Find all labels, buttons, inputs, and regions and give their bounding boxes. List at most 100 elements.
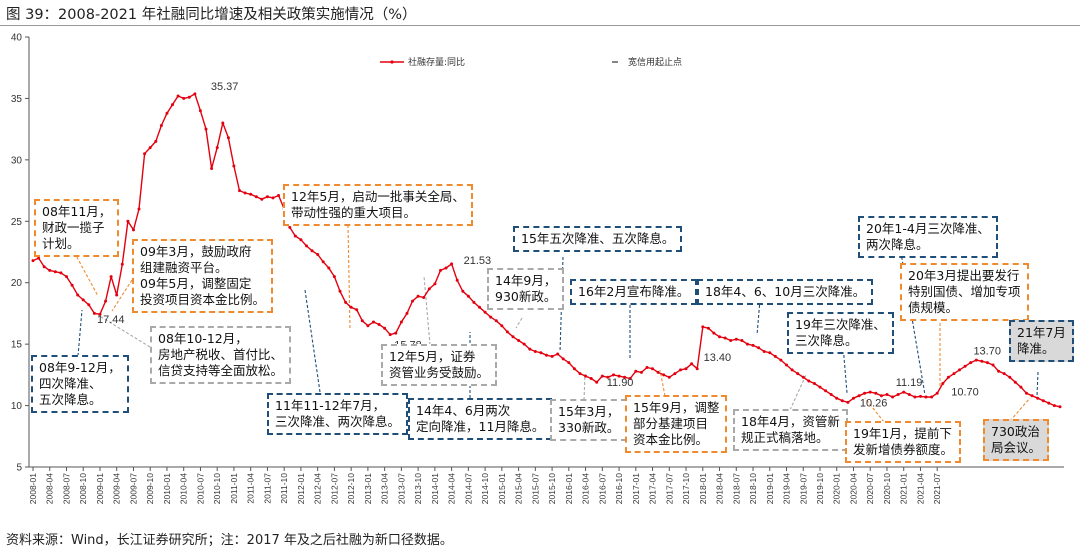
data-point: [500, 324, 504, 328]
data-point: [494, 319, 498, 323]
data-point: [662, 373, 666, 377]
annotation-line: 组建融资平台。: [140, 260, 228, 275]
source-note: 资料来源：Wind，长江证券研究所；注：2017 年及之后社融为新口径数据。: [6, 533, 453, 548]
data-point: [612, 373, 615, 377]
chart-axes: 5 10 15 20 25 30 35 40 2008-01 2008-04 2008-07 2008…: [11, 33, 1064, 504]
value-label: 17.44: [97, 314, 125, 326]
data-point: [104, 299, 108, 303]
data-point: [42, 265, 46, 269]
y-tick-label: 25: [11, 217, 23, 228]
annotation-box: 12年5月，启动一批事关全局、 带动性强的重大项目。: [283, 184, 473, 226]
annotation-box: 15年9月，调整 部分基建项目 资本金比例。: [625, 395, 728, 453]
data-point: [1013, 380, 1017, 384]
x-tick-label: 2015-10: [547, 473, 557, 504]
annotation-line: 信贷支持等全面放松。: [158, 363, 284, 378]
annotation-box: 08年10-12月， 房地产税收、首付比、 信贷支持等全面放松。: [150, 326, 292, 384]
data-point: [461, 289, 465, 293]
data-point: [885, 393, 889, 396]
annotation-connector: [347, 224, 351, 331]
data-point: [1041, 399, 1045, 403]
annotation-line: 20年1-4月三次降准、: [866, 221, 990, 236]
value-label: 10.70: [951, 386, 979, 398]
x-tick-label: 2019-04: [782, 473, 792, 504]
annotation-line: 财政一揽子: [42, 220, 105, 235]
data-point: [427, 287, 431, 291]
data-point: [796, 372, 800, 376]
annotation-connector: [583, 373, 586, 401]
data-point: [176, 94, 180, 98]
x-tick-label: 2018-01: [698, 473, 708, 504]
data-point: [98, 312, 102, 316]
annotation-line: 09年3月，鼓励政府: [140, 244, 252, 259]
annotation-connector: [842, 344, 848, 394]
x-tick-label: 2012-01: [296, 473, 306, 504]
x-tick-label: 2016-04: [581, 473, 591, 504]
line-chart: 5 10 15 20 25 30 35 40 2008-01 2008-04 2008-07 2008…: [11, 33, 1064, 504]
data-point: [1008, 375, 1012, 379]
value-label: 11.90: [607, 377, 634, 389]
data-point: [450, 262, 454, 266]
value-label: 11.19: [896, 377, 923, 389]
figure-title: 图 39：2008-2021 年社融同比增速及相关政策实施情况（%）: [6, 7, 417, 23]
annotation-box: 15年3月， 330新政。: [550, 399, 628, 441]
annotation-box: 14年9月， 930新政。: [487, 268, 565, 310]
data-point: [210, 167, 214, 170]
x-tick-label: 2010-10: [212, 473, 222, 504]
data-point: [706, 326, 710, 330]
data-point: [824, 389, 828, 393]
data-point: [377, 323, 381, 326]
annotation-box: 12年5月，证券 资管业务受鼓励。: [381, 344, 498, 386]
data-point: [299, 238, 303, 242]
annotation-line: 18年4、6、10月三次降准。: [705, 284, 866, 299]
data-point: [852, 396, 855, 400]
x-tick-label: 2013-10: [413, 473, 423, 504]
data-point: [165, 111, 169, 115]
data-point: [65, 275, 68, 279]
annotation-box: 16年2月宣布降准。: [570, 279, 698, 305]
data-point: [751, 343, 755, 347]
data-point: [779, 358, 783, 362]
data-point: [483, 310, 487, 314]
data-point: [48, 268, 52, 272]
x-tick-label: 2020-07: [865, 473, 875, 504]
annotation-line: 计划。: [42, 236, 80, 251]
data-point: [455, 278, 459, 282]
annotation-line: 四次降准、: [39, 376, 102, 391]
annotation-box: 730政治 局会议。: [983, 419, 1050, 461]
data-point: [1052, 404, 1056, 408]
data-point: [528, 347, 532, 351]
data-point: [645, 366, 649, 369]
data-point: [243, 191, 247, 195]
data-point: [1058, 405, 1062, 409]
data-point: [684, 367, 688, 371]
annotation-connector: [1009, 397, 1031, 422]
x-tick-label: 2008-01: [28, 473, 38, 504]
data-point: [840, 399, 844, 403]
data-point: [829, 393, 833, 396]
annotation-line: 资管业务受鼓励。: [389, 365, 490, 380]
data-point: [634, 369, 638, 373]
annotation-line: 08年10-12月，: [158, 331, 248, 346]
data-point: [372, 320, 375, 324]
data-point: [723, 336, 727, 340]
data-point: [606, 375, 610, 379]
data-point: [617, 374, 621, 378]
annotation-line: 19年三次降准、: [795, 317, 886, 332]
x-tick-label: 2011-01: [229, 473, 239, 504]
data-point: [785, 363, 788, 367]
data-point: [59, 271, 63, 275]
x-tick-label: 2009-01: [95, 473, 105, 504]
data-point: [92, 311, 96, 315]
data-point: [344, 300, 348, 304]
data-point: [924, 395, 928, 399]
x-tick-label: 2020-01: [832, 473, 842, 504]
data-point: [595, 380, 599, 384]
data-point: [896, 393, 900, 396]
data-point: [997, 369, 1001, 373]
annotation-connector: [77, 309, 83, 357]
data-point: [505, 330, 509, 334]
data-point: [254, 195, 258, 199]
value-label: 35.37: [211, 81, 239, 93]
data-point: [293, 234, 297, 238]
data-point: [757, 346, 761, 350]
